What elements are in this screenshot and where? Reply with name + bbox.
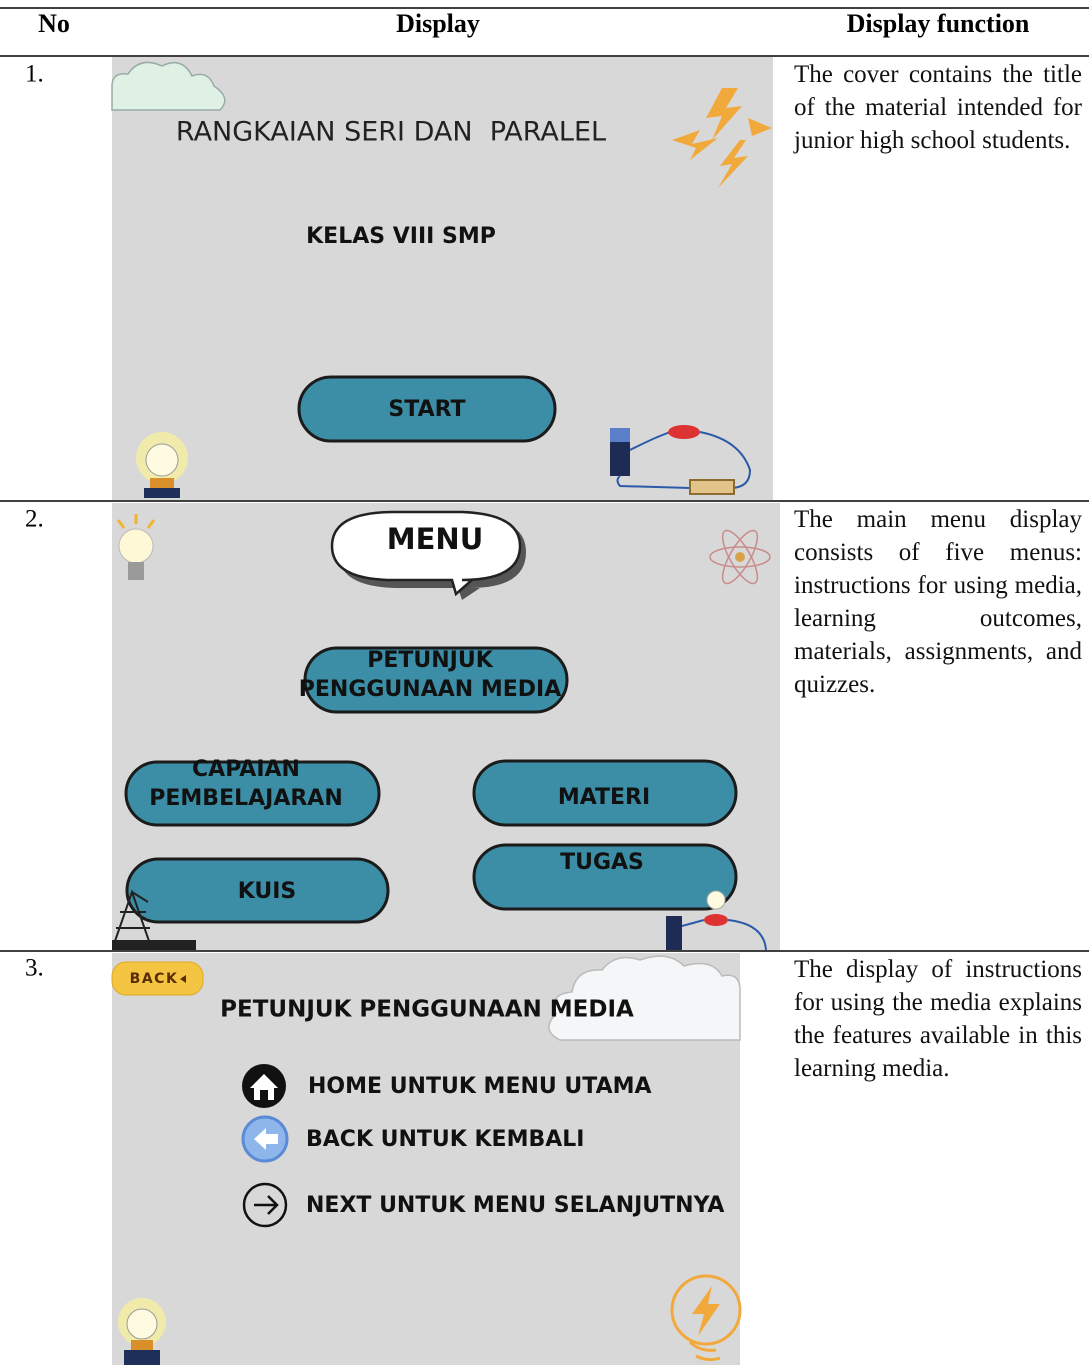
back-icon (241, 1115, 289, 1163)
cover-screen: RANGKAIAN SERI DAN PARALEL KELAS VIII SM… (111, 57, 773, 500)
row-number: 3. (25, 955, 44, 982)
button-label: START (388, 397, 465, 422)
menu-button (472, 843, 738, 911)
back-badge (111, 961, 204, 996)
energy-icon (670, 1274, 742, 1362)
row-number: 2. (25, 506, 44, 533)
row-description: The main menu display consists of five m… (794, 506, 1082, 698)
instruction-item: BACK UNTUK KEMBALI (306, 1127, 584, 1152)
menu-button (472, 759, 738, 827)
next-icon (242, 1182, 288, 1228)
tower-icon (112, 888, 196, 950)
button-label: KUIS (238, 879, 297, 904)
header-cell: Display (396, 9, 480, 38)
row-number: 1. (25, 61, 44, 88)
menu-buttons: PETUNJUK PENGGUNAAN MEDIA CAPAIAN PEMBELAJA… (124, 646, 738, 924)
screen-title: PETUNJUK PENGGUNAAN MEDIA (220, 997, 634, 1023)
back-arrow (180, 975, 186, 983)
atom-icon (709, 529, 771, 585)
screen-title: MENU (387, 522, 484, 556)
speech-bubble (330, 510, 526, 600)
back-label: BACK (130, 971, 179, 987)
button-label: PEMBELAJARAN (149, 786, 342, 811)
screen-subtitle: KELAS VIII SMP (306, 224, 496, 249)
button-label: PETUNJUK (367, 648, 493, 673)
circuit-icon (610, 425, 752, 495)
bulb-icon (118, 1298, 166, 1365)
row-numbers: 1. 2. 3. (25, 61, 44, 982)
instruction-item: HOME UNTUK MENU UTAMA (308, 1074, 652, 1099)
home-icon (242, 1064, 286, 1108)
button-label: PENGGUNAAN MEDIA (299, 677, 561, 702)
row-description: The cover contains the title of the mate… (794, 61, 1082, 154)
button-label: TUGAS (560, 850, 644, 875)
circuit-icon (666, 890, 767, 951)
row-description: The display of instructions for using th… (794, 956, 1082, 1082)
bulb-icon (136, 432, 188, 498)
cloud-icon (548, 955, 741, 1041)
button-label: CAPAIAN (192, 757, 300, 782)
start-button (297, 375, 557, 443)
menu-button (303, 646, 569, 714)
header-cell: No (38, 9, 70, 38)
menu-button (125, 857, 390, 924)
lightning-icon (672, 88, 772, 188)
header-cell: Display function (847, 9, 1030, 38)
menu-screen: MENU PETUNJUK PENGGUNAAN MEDIA CAPAIAN PEMB… (112, 503, 780, 951)
instruction-item: NEXT UNTUK MENU SELANJUTNYA (306, 1193, 724, 1218)
cloud-icon (111, 61, 226, 111)
table-header: No Display Display function (38, 9, 1030, 38)
bulb-icon (116, 514, 156, 580)
menu-button (124, 760, 381, 827)
instructions-screen: BACK PETUNJUK PENGGUNAAN MEDIA HOME UNTU… (111, 953, 742, 1365)
screen-title: RANGKAIAN SERI DAN PARALEL (176, 117, 606, 148)
button-label: MATERI (558, 785, 650, 810)
